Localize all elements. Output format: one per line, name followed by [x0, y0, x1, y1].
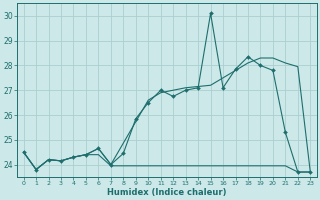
- X-axis label: Humidex (Indice chaleur): Humidex (Indice chaleur): [107, 188, 227, 197]
